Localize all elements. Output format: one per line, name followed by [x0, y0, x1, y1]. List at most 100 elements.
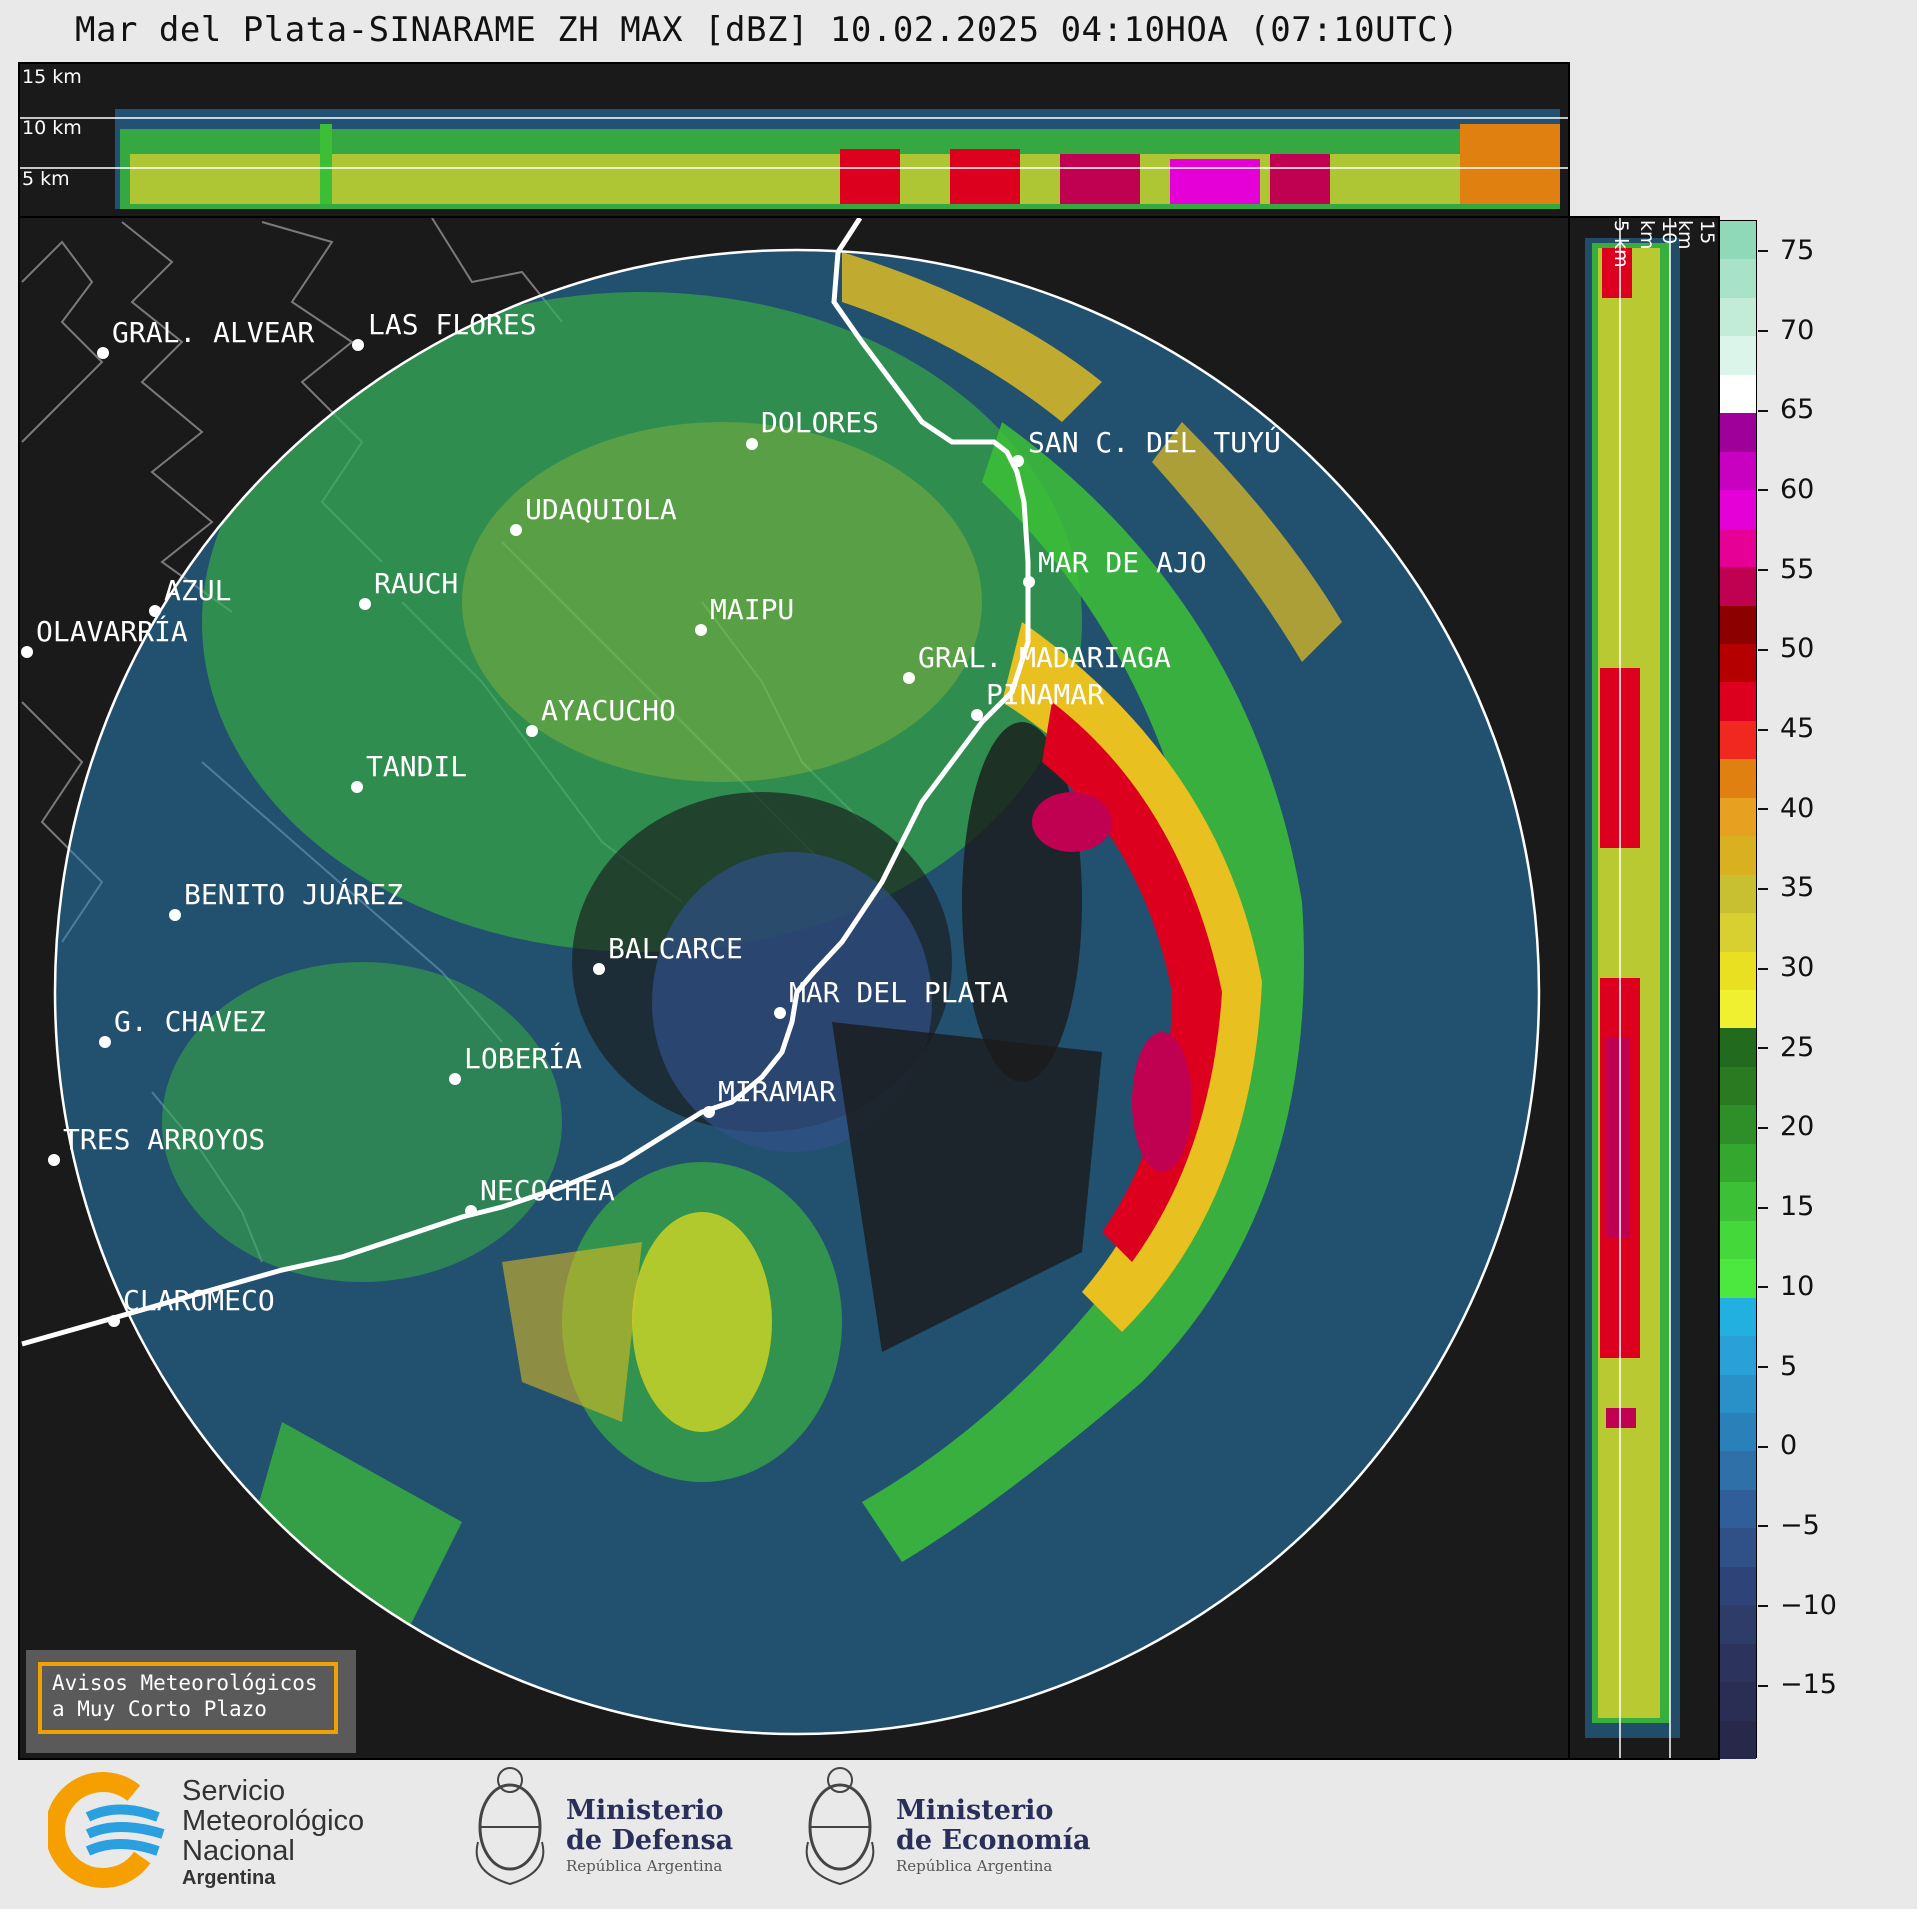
city-label: MIRAMAR	[718, 1075, 836, 1108]
colorbar-tick-label: 10	[1758, 1271, 1814, 1302]
colorbar-tick-label: 50	[1758, 633, 1814, 664]
city-label: MAR DE AJO	[1038, 546, 1207, 579]
colorbar-band	[1720, 1720, 1756, 1760]
colorbar-tick-label: 55	[1758, 554, 1814, 585]
city-label: LAS FLORES	[368, 308, 537, 341]
economia-logo-text: Ministerio de Economía República Argenti…	[896, 1795, 1091, 1876]
colorbar-band	[1720, 797, 1756, 837]
colorbar-tick-label: 20	[1758, 1111, 1814, 1142]
colorbar-band	[1720, 413, 1756, 453]
colorbar-tick-label: 30	[1758, 952, 1814, 983]
colorbar-band	[1720, 874, 1756, 914]
colorbar-tick-label: 15	[1758, 1191, 1814, 1222]
colorbar-tick-label: 40	[1758, 793, 1814, 824]
side-cross-section-panel: 5 km 10 km 15 km	[1568, 216, 1720, 1760]
top-cross-section-echo	[20, 109, 1568, 209]
colorbar-band	[1720, 1066, 1756, 1106]
city-label: NECOCHEA	[480, 1174, 615, 1207]
colorbar-band	[1720, 1566, 1756, 1606]
colorbar-band	[1720, 1220, 1756, 1260]
colorbar-band	[1720, 643, 1756, 683]
colorbar-band	[1720, 1451, 1756, 1491]
city-label: BALCARCE	[608, 932, 743, 965]
colorbar-tick-label: 5	[1758, 1351, 1797, 1382]
range-ring	[53, 248, 1541, 1736]
colorbar-band	[1720, 1682, 1756, 1722]
city-label: SAN C. DEL TUYÚ	[1028, 425, 1281, 459]
colorbar-band	[1720, 759, 1756, 799]
city-label: DOLORES	[761, 406, 879, 439]
colorbar-band	[1720, 1489, 1756, 1529]
colorbar-band	[1720, 567, 1756, 606]
coastline	[21, 218, 1031, 1347]
colorbar-band	[1720, 913, 1756, 953]
side-cross-section-echo	[1585, 218, 1680, 1758]
colorbar-band	[1720, 720, 1756, 760]
colorbar-tick-label: −10	[1758, 1590, 1837, 1621]
colorbar-band	[1720, 682, 1756, 722]
colorbar-band	[1720, 1143, 1756, 1183]
smn-logo-icon	[48, 1772, 165, 1888]
colorbar-band	[1720, 528, 1756, 568]
colorbar-band	[1720, 336, 1756, 376]
colorbar-tick-label: 25	[1758, 1032, 1814, 1063]
city-label: AZUL	[164, 574, 231, 607]
colorbar-band	[1720, 836, 1756, 876]
colorbar-tick-label: −5	[1758, 1510, 1820, 1541]
defensa-logo-text: Ministerio de Defensa República Argentin…	[566, 1795, 734, 1876]
colorbar-tick-label: 0	[1758, 1430, 1797, 1461]
city-label: UDAQUIOLA	[525, 493, 677, 526]
side-height-label-5km: 5 km	[1610, 220, 1632, 268]
colorbar-tick-label: 35	[1758, 872, 1814, 903]
city-label: RAUCH	[374, 567, 458, 600]
city-label: CLAROMECO	[123, 1284, 275, 1317]
page-title: Mar del Plata-SINARAME ZH MAX [dBZ] 10.0…	[75, 10, 1460, 50]
argentina-coat-of-arms-icon	[475, 1767, 545, 1886]
height-label-10km: 10 km	[22, 117, 82, 139]
colorbar-tick-label: −15	[1758, 1669, 1837, 1700]
colorbar-band	[1720, 1643, 1756, 1683]
colorbar-tick-label: 60	[1758, 474, 1814, 505]
city-label: TANDIL	[366, 750, 467, 783]
argentina-coat-of-arms-icon	[805, 1767, 875, 1886]
colorbar-band	[1720, 1528, 1756, 1568]
colorbar-tick-label: 65	[1758, 394, 1814, 425]
city-label: AYACUCHO	[541, 694, 676, 727]
colorbar-band	[1720, 990, 1756, 1029]
radar-map-panel: GRAL. ALVEAR LAS FLORES DOLORES SAN C. D…	[18, 216, 1570, 1760]
colorbar-band	[1720, 490, 1756, 530]
city-label: GRAL. MADARIAGA	[918, 641, 1171, 674]
colorbar-tick-label: 75	[1758, 235, 1814, 266]
colorbar-tick-label: 70	[1758, 315, 1814, 346]
city-label: MAR DEL PLATA	[789, 976, 1008, 1009]
colorbar-band	[1720, 1336, 1756, 1375]
colorbar-band	[1720, 605, 1756, 645]
top-cross-section-panel: 15 km 10 km 5 km	[18, 62, 1570, 218]
colorbar-band	[1720, 374, 1756, 414]
height-label-5km: 5 km	[22, 168, 70, 190]
avisos-badge[interactable]: Avisos Meteorológicos a Muy Corto Plazo	[26, 1650, 356, 1753]
city-label: TRES ARROYOS	[63, 1123, 265, 1156]
colorbar-band	[1720, 1412, 1756, 1452]
colorbar-band	[1720, 221, 1756, 260]
radar-map-svg: GRAL. ALVEAR LAS FLORES DOLORES SAN C. D…	[21, 218, 1541, 1736]
city-label: MAIPU	[710, 593, 794, 626]
city-markers	[21, 339, 1035, 1327]
avisos-line2: a Muy Corto Plazo	[52, 1697, 267, 1721]
city-label: BENITO JUÁREZ	[184, 877, 403, 911]
colorbar-band	[1720, 297, 1756, 337]
colorbar-band	[1720, 1259, 1756, 1299]
colorbar-band	[1720, 451, 1756, 491]
avisos-line1: Avisos Meteorológicos	[52, 1671, 318, 1695]
colorbar-band	[1720, 1605, 1756, 1645]
smn-logo-text: Servicio Meteorológico Nacional Argentin…	[182, 1775, 365, 1889]
city-label: LOBERÍA	[464, 1041, 582, 1075]
colorbar-band	[1720, 1374, 1756, 1414]
colorbar-band	[1720, 1182, 1756, 1222]
colorbar-band	[1720, 1105, 1756, 1145]
colorbar-band	[1720, 259, 1756, 299]
city-label: G. CHAVEZ	[114, 1005, 266, 1038]
height-label-15km: 15 km	[22, 66, 82, 88]
city-label: GRAL. ALVEAR	[112, 316, 314, 349]
city-labels: GRAL. ALVEAR LAS FLORES DOLORES SAN C. D…	[36, 308, 1281, 1317]
